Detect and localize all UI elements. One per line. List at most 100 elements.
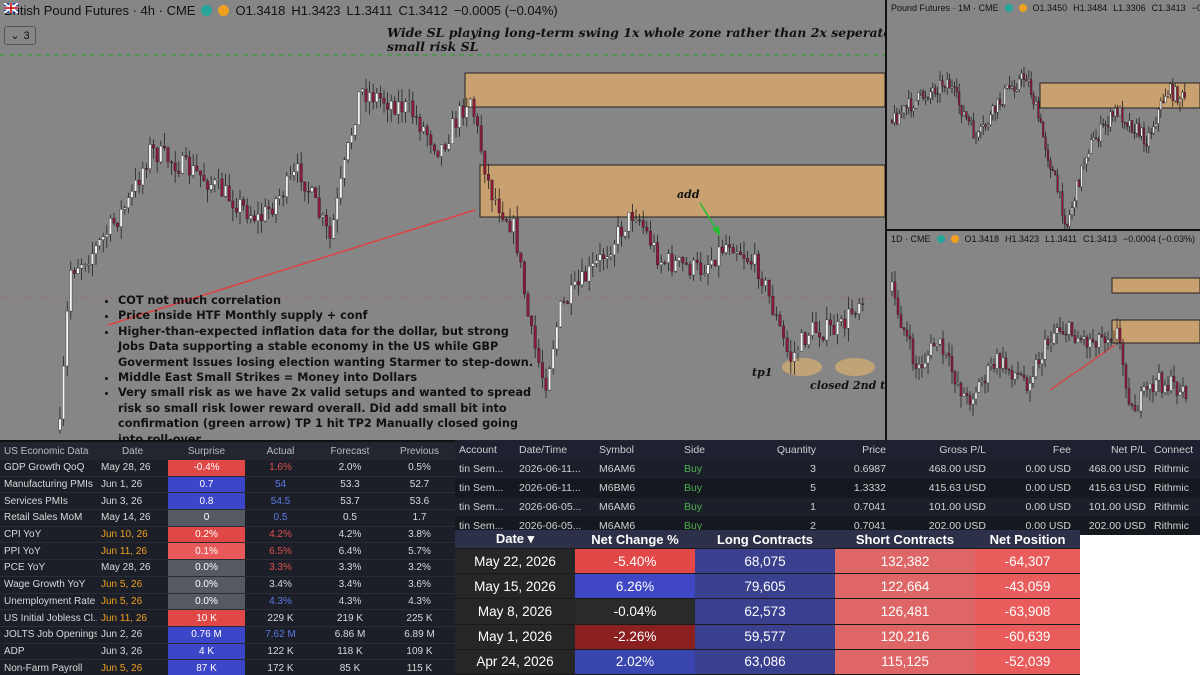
- cell: Jun 5, 26: [97, 577, 168, 594]
- candle: [944, 352, 948, 355]
- collapse-button[interactable]: ⌄ 3: [4, 26, 36, 45]
- candle: [1030, 79, 1033, 95]
- candle: [1118, 107, 1122, 117]
- cell: May 28, 26: [97, 460, 168, 477]
- candle: [1183, 92, 1186, 98]
- cell: 6.26%: [575, 574, 695, 600]
- candle: [936, 93, 939, 95]
- cell: 2026-06-11...: [515, 478, 595, 498]
- candle: [674, 260, 678, 272]
- candle: [895, 112, 898, 125]
- cell: 172 K: [245, 660, 316, 675]
- ohlc-open: O1.3450: [1032, 3, 1068, 13]
- candle: [742, 254, 746, 259]
- cell: 118 K: [316, 644, 384, 661]
- candle: [159, 145, 163, 163]
- annotation: small risk SL: [387, 39, 479, 54]
- candle: [778, 314, 782, 327]
- candle: [1073, 200, 1076, 208]
- candle: [1174, 86, 1177, 101]
- candle: [137, 179, 141, 186]
- candle: [998, 98, 1002, 105]
- candle: [396, 101, 400, 115]
- cell: 115,125: [835, 649, 975, 675]
- candle: [771, 295, 775, 315]
- candle: [749, 261, 753, 265]
- candle: [971, 398, 975, 405]
- candle: [90, 253, 94, 265]
- candle: [198, 170, 202, 176]
- candle: [1013, 372, 1017, 380]
- candle: [195, 165, 199, 171]
- candle: [896, 297, 900, 315]
- candle: [1044, 136, 1047, 151]
- candle: [368, 92, 372, 102]
- candle: [967, 117, 970, 122]
- candle: [332, 219, 336, 239]
- candle: [938, 80, 942, 95]
- candle: [1097, 334, 1101, 348]
- candle: [907, 98, 910, 108]
- cell: 229 K: [245, 610, 316, 627]
- candle: [1154, 379, 1158, 392]
- cell: 0.2%: [168, 526, 245, 544]
- candle: [753, 254, 757, 265]
- candle: [292, 171, 296, 176]
- cell: 120,216: [835, 624, 975, 650]
- cell: 101.00 USD: [1075, 497, 1150, 517]
- candle: [1106, 339, 1110, 344]
- cell: 4.3%: [316, 594, 384, 611]
- candle: [1022, 73, 1026, 80]
- candle: [274, 198, 278, 215]
- candle: [1031, 376, 1035, 384]
- candle: [1092, 137, 1095, 140]
- cell: 3.4%: [245, 577, 316, 594]
- indicator-count: 3: [23, 29, 30, 42]
- candle: [353, 124, 357, 136]
- candle: [1037, 101, 1040, 119]
- candle: [483, 150, 487, 175]
- candle: [684, 262, 688, 265]
- cell: 87 K: [168, 660, 245, 675]
- candle: [306, 191, 310, 193]
- candle: [209, 184, 213, 190]
- cell: 122 K: [245, 644, 316, 661]
- candle: [285, 175, 289, 197]
- cell: tin Sem...: [455, 478, 515, 498]
- candle: [314, 187, 318, 198]
- candle: [950, 86, 954, 89]
- cell: Jun 11, 26: [97, 543, 168, 561]
- cell: 3.6%: [384, 577, 455, 594]
- candle: [663, 262, 667, 264]
- candle: [818, 332, 822, 338]
- ohlc-close: C1.3412: [398, 3, 448, 18]
- candle: [898, 113, 901, 125]
- candle: [792, 352, 796, 362]
- status-dot: [1018, 4, 1027, 12]
- candle: [931, 87, 934, 93]
- candle: [839, 318, 843, 322]
- candle: [1079, 338, 1083, 340]
- cell: May 22, 2026: [455, 549, 575, 575]
- candle: [854, 313, 858, 315]
- candle: [202, 174, 206, 182]
- supply-zone: [464, 72, 885, 108]
- candle: [1064, 333, 1068, 336]
- candle: [346, 142, 350, 160]
- candle: [72, 270, 76, 274]
- candle: [717, 246, 721, 266]
- cell: 52.7: [384, 477, 455, 494]
- cell: 53.7: [316, 493, 384, 511]
- candle: [555, 326, 559, 350]
- candle: [984, 124, 987, 127]
- candle: [965, 393, 969, 396]
- cell: 0.5%: [384, 460, 455, 477]
- candle: [832, 324, 836, 335]
- candle: [360, 88, 364, 93]
- cell: -2.26%: [575, 624, 695, 650]
- candle: [494, 198, 498, 201]
- candle: [1043, 339, 1047, 360]
- cell: Rithmic: [1150, 497, 1200, 517]
- candle: [1015, 89, 1018, 92]
- candle: [544, 377, 548, 391]
